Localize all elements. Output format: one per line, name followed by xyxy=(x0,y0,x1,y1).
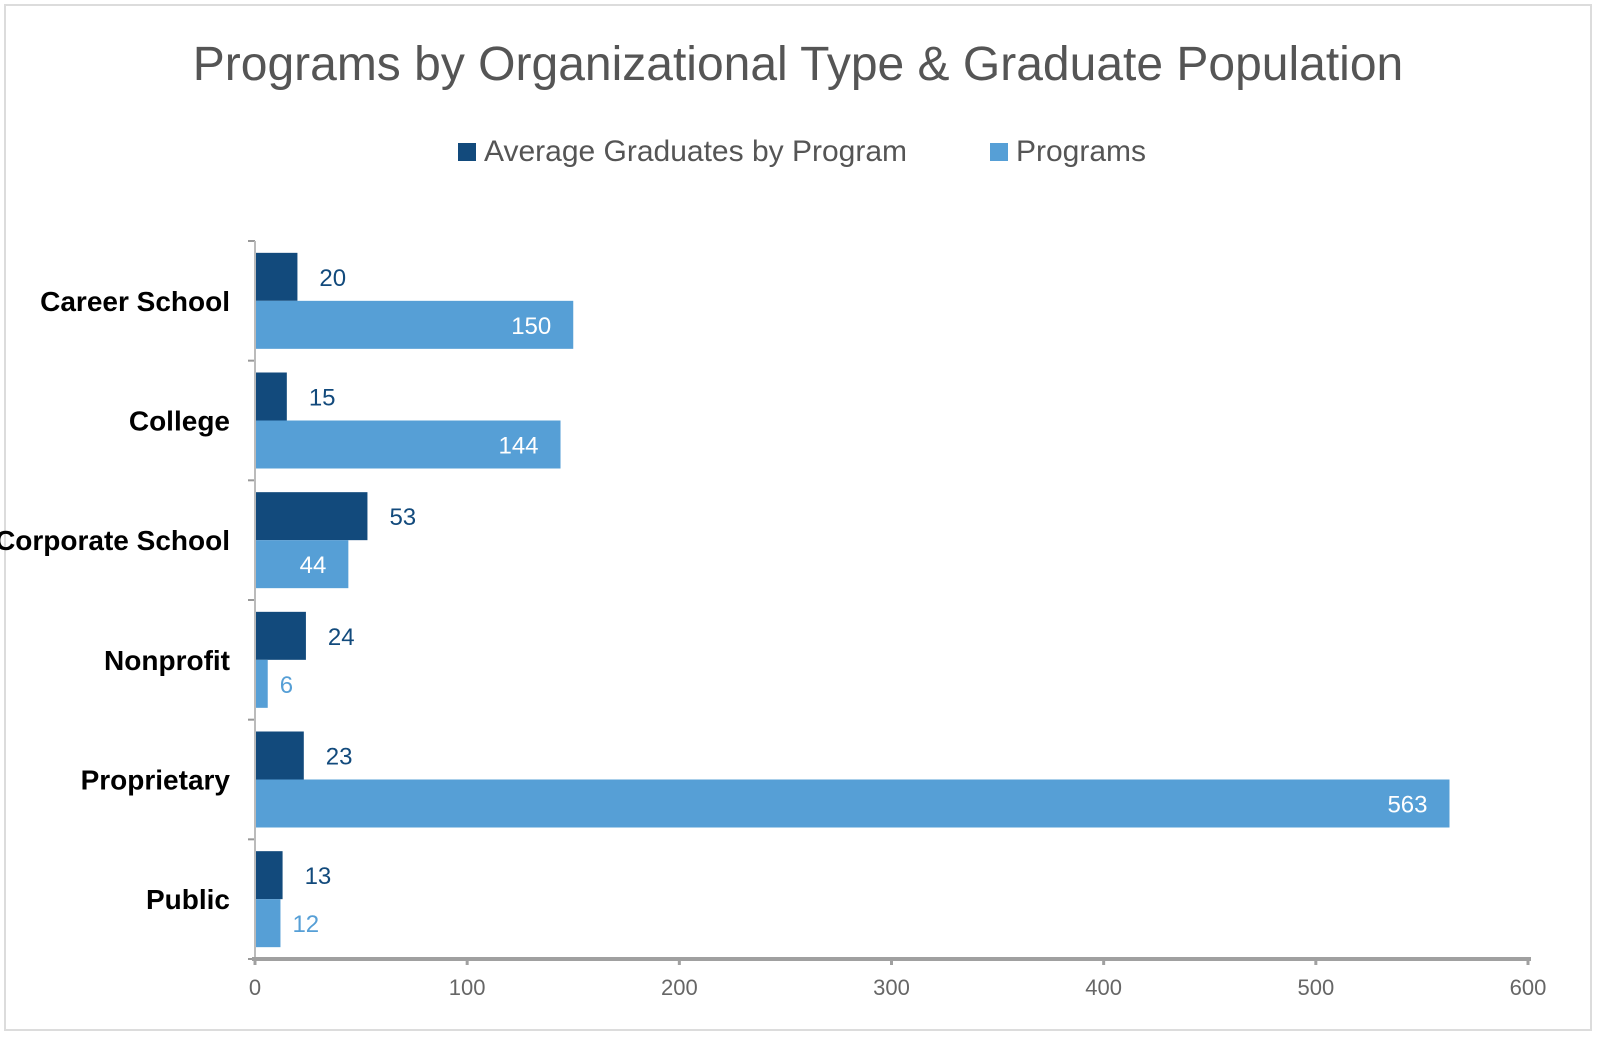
category-label: College xyxy=(129,406,230,437)
data-label: 6 xyxy=(280,672,293,699)
category-label: Career School xyxy=(40,286,230,317)
legend-swatch xyxy=(458,143,476,161)
category-label: Nonprofit xyxy=(104,645,230,676)
data-label: 23 xyxy=(326,744,353,771)
x-tick-label: 400 xyxy=(1085,975,1122,1000)
data-label: 44 xyxy=(300,552,327,579)
bar xyxy=(255,420,561,469)
data-label: 13 xyxy=(305,863,332,890)
bar xyxy=(255,851,283,900)
x-tick-label: 500 xyxy=(1297,975,1334,1000)
chart-title: Programs by Organizational Type & Gradua… xyxy=(193,38,1403,91)
data-label: 144 xyxy=(498,433,538,460)
legend: Average Graduates by Program Programs xyxy=(458,135,1146,168)
data-label: 563 xyxy=(1387,792,1427,819)
bars: 20 150 15 144 53 44 24 6 23 563 13 12 xyxy=(255,252,1450,948)
bar xyxy=(255,731,304,780)
x-tick-label: 600 xyxy=(1510,975,1547,1000)
bar xyxy=(255,611,306,660)
bar xyxy=(255,779,1450,828)
data-label: 53 xyxy=(389,504,416,531)
data-label: 24 xyxy=(328,624,355,651)
category-label: Corporate School xyxy=(0,525,230,556)
legend-swatch xyxy=(990,143,1008,161)
x-tick-label: 300 xyxy=(873,975,910,1000)
legend-label: Programs xyxy=(1016,135,1146,168)
data-label: 20 xyxy=(319,265,346,292)
category-label: Proprietary xyxy=(81,765,231,796)
x-tick-label: 200 xyxy=(661,975,698,1000)
bar xyxy=(255,372,287,421)
bar xyxy=(255,252,298,301)
legend-label: Average Graduates by Program xyxy=(484,135,907,168)
bar xyxy=(255,492,368,541)
bar xyxy=(255,659,268,708)
bar xyxy=(255,300,574,349)
category-label: Public xyxy=(146,884,230,915)
bar xyxy=(255,540,349,589)
axes: Career School College Corporate School Nonp… xyxy=(0,240,1547,1000)
data-label: 12 xyxy=(292,911,319,938)
data-label: 150 xyxy=(511,313,551,340)
bar xyxy=(255,899,281,948)
data-label: 15 xyxy=(309,385,336,412)
x-tick-label: 100 xyxy=(449,975,486,1000)
x-tick-label: 0 xyxy=(249,975,261,1000)
chart-frame xyxy=(4,4,1592,1031)
